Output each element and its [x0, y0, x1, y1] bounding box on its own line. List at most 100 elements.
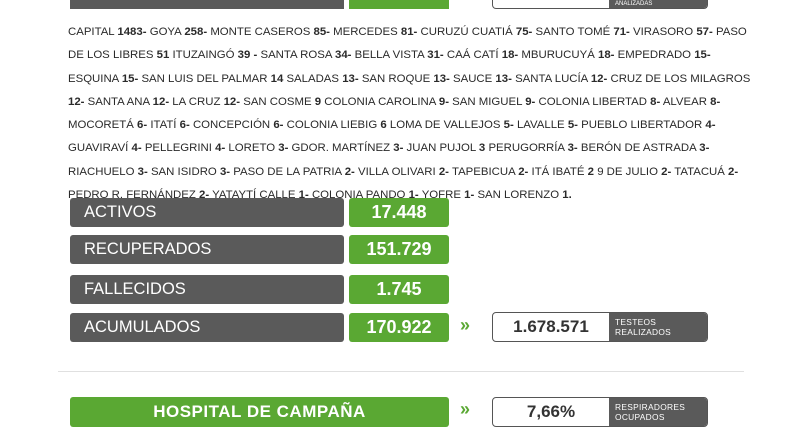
- city-entry: PELLEGRINI 4-: [145, 142, 225, 154]
- city-name: ITUZAINGÓ: [172, 49, 235, 62]
- city-name: SANTA ANA: [87, 95, 150, 108]
- respirators-label-line2: OCUPADOS: [615, 412, 665, 422]
- city-entry: COLONIA LIBERTAD 8-: [539, 96, 661, 108]
- city-entry: RIACHUELO 3-: [68, 166, 148, 178]
- city-count: 3-: [278, 142, 289, 155]
- city-entry: ITUZAINGÓ 39 -: [172, 49, 257, 61]
- city-count: 39 -: [237, 49, 258, 62]
- city-name: MBURUCUYÁ: [521, 49, 595, 62]
- stat-recuperados-value: 151.729: [349, 235, 449, 264]
- city-name: PASO DE LOS LIBRES: [68, 26, 747, 62]
- stat-recuperados-label: RECUPERADOS: [70, 235, 344, 264]
- city-name: COLONIA LIBERTAD: [538, 95, 647, 108]
- city-entry: BERÓN DE ASTRADA 3-: [581, 142, 710, 154]
- city-name: TATACUÁ: [674, 165, 725, 178]
- city-count: 258-: [184, 26, 208, 38]
- city-name: PERUGORRÍA: [488, 142, 565, 155]
- city-entry: CONCEPCIÓN 6-: [193, 119, 284, 131]
- city-count: 13-: [495, 72, 512, 85]
- city-entry: SAN ISIDRO 3-: [151, 166, 230, 178]
- city-entry: PERUGORRÍA 3-: [488, 142, 577, 154]
- top-partial-box: ANALIZADAS: [492, 0, 708, 9]
- city-name: SAUCE: [453, 72, 493, 85]
- city-entry: EMPEDRADO 15-: [618, 49, 711, 61]
- city-entry: MERCEDES 81-: [333, 26, 417, 38]
- city-name: SAN LUIS DEL PALMAR: [141, 72, 268, 85]
- city-name: SAN LORENZO: [477, 189, 560, 202]
- city-entry: ITÁ IBATÉ 2: [532, 166, 594, 178]
- city-count: 1-: [298, 189, 309, 202]
- city-entry: ESQUINA 15-: [68, 73, 138, 85]
- city-count: 4-: [705, 119, 716, 132]
- city-entry: BELLA VISTA 31-: [355, 49, 444, 61]
- city-name: ALVEAR: [662, 95, 707, 108]
- city-name: PASO DE LA PATRIA: [233, 165, 342, 178]
- city-count: 5-: [503, 119, 514, 132]
- city-count: 12-: [590, 72, 608, 85]
- city-entry: SANTA ROSA 34-: [260, 49, 351, 61]
- top-partial-label-bar: [70, 0, 344, 9]
- city-name: PUEBLO LIBERTADOR: [581, 119, 703, 132]
- tests-label: TESTEOS REALIZADOS: [609, 313, 707, 341]
- city-count: 6-: [273, 119, 284, 132]
- city-name: COLONIA LIEBIG: [286, 119, 378, 132]
- respirators-value: 7,66%: [526, 402, 576, 421]
- city-entry: TAPEBICUA 2-: [452, 166, 528, 178]
- city-entry: CAPITAL 1483-: [68, 26, 147, 38]
- city-count: 13-: [342, 72, 359, 85]
- stat-acumulados-value: 170.922: [349, 313, 449, 342]
- city-name: JUAN PUJOL: [406, 142, 476, 155]
- city-entry: ALVEAR 8-: [663, 96, 720, 108]
- city-name: SAN MIGUEL: [452, 95, 523, 108]
- top-partial-label: ANALIZADAS: [609, 0, 707, 8]
- city-name: SAN ROQUE: [361, 72, 431, 85]
- chevron-right-icon: »: [460, 315, 470, 335]
- city-entry: SAN LORENZO 1.: [477, 189, 571, 201]
- city-count: 3-: [567, 142, 578, 155]
- city-count: 12-: [152, 95, 170, 108]
- city-count: 6-: [137, 119, 148, 132]
- city-entry: LORETO 3-: [228, 142, 288, 154]
- city-count: 1-: [464, 189, 475, 202]
- tests-value: 1.678.571: [513, 317, 589, 336]
- tests-box: 1.678.571 TESTEOS REALIZADOS: [492, 312, 708, 342]
- city-count: 57-: [696, 26, 713, 38]
- stat-fallecidos-label: FALLECIDOS: [70, 275, 344, 304]
- city-count: 12-: [68, 95, 85, 108]
- city-name: SANTA LUCÍA: [515, 72, 588, 85]
- city-entry: LAVALLE 5-: [517, 119, 578, 131]
- city-entry: SALADAS 13-: [286, 73, 358, 85]
- city-entry: TATACUÁ 2-: [674, 166, 738, 178]
- city-name: TAPEBICUA: [451, 165, 516, 178]
- city-name: ESQUINA: [68, 72, 119, 85]
- city-name: BERÓN DE ASTRADA: [580, 142, 697, 155]
- city-count: 2-: [518, 165, 529, 178]
- city-count: 6: [380, 119, 387, 132]
- city-entry: CURUZÚ CUATIÁ 75-: [421, 26, 533, 38]
- city-name: CAPITAL: [68, 26, 115, 38]
- tests-label-line2: REALIZADOS: [615, 327, 672, 337]
- city-entry: PUEBLO LIBERTADOR 4-: [581, 119, 715, 131]
- city-entry: JUAN PUJOL 3: [407, 142, 486, 154]
- city-count: 5-: [567, 119, 578, 132]
- city-entry: SAUCE 13-: [453, 73, 512, 85]
- city-entry: 9 DE JULIO 2-: [597, 166, 671, 178]
- city-count: 8-: [650, 95, 661, 108]
- respirators-label: RESPIRADORES OCUPADOS: [609, 398, 707, 426]
- city-count: 34-: [334, 49, 352, 62]
- city-entry: COLONIA CAROLINA 9-: [324, 96, 449, 108]
- city-name: CAÁ CATÍ: [446, 49, 499, 62]
- city-count: 18-: [501, 49, 519, 62]
- city-name: EMPEDRADO: [617, 49, 692, 62]
- city-name: ITATÍ: [150, 119, 177, 132]
- stat-activos-label: ACTIVOS: [70, 198, 344, 227]
- city-name: COLONIA CAROLINA: [324, 95, 436, 108]
- city-entry: PASO DE LOS LIBRES 51: [68, 26, 747, 61]
- city-count: 13-: [433, 72, 450, 85]
- respirators-box: 7,66% RESPIRADORES OCUPADOS: [492, 397, 708, 427]
- city-count: 9-: [438, 95, 449, 108]
- city-count: 51: [156, 49, 170, 62]
- city-count: 4-: [131, 142, 142, 155]
- top-partial-value-bar: [349, 0, 449, 9]
- city-name: LOMA DE VALLEJOS: [389, 119, 501, 132]
